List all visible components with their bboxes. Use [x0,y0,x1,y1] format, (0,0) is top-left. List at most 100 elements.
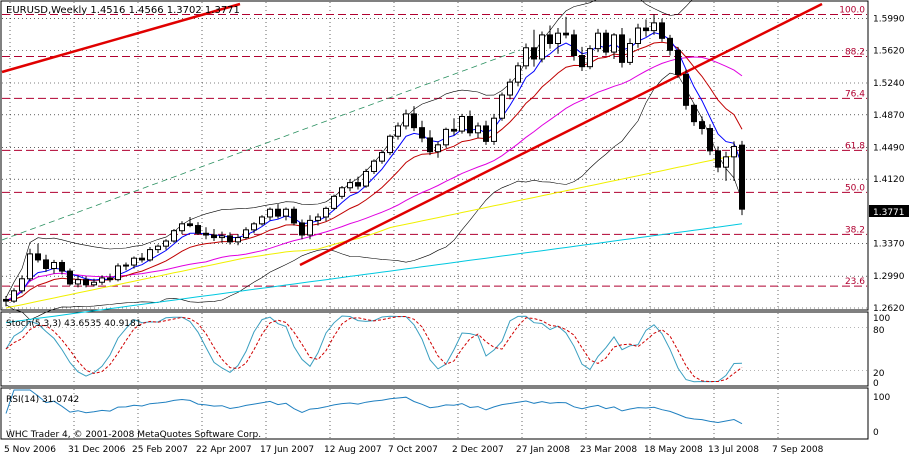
candle-body [675,49,681,75]
candle-body [723,156,729,168]
price-tick-label: 1.4870 [873,111,905,121]
candle-body [115,265,121,281]
candle-body [651,22,657,32]
candle-body [299,222,305,236]
fib-level-label: 23.6 [845,277,865,287]
candle-body [571,34,577,57]
candle-body [539,34,545,60]
time-tick-label: 18 May 2008 [644,445,703,455]
stochastic-panel [0,311,869,387]
candle-body [147,249,153,261]
candle-body [555,32,561,44]
time-tick-label: 25 Feb 2007 [132,445,188,455]
price-tick-label: 1.5240 [873,79,905,89]
time-tick-label: 27 Jan 2008 [516,445,570,455]
stochastic-lines [5,315,743,383]
fib-level-label: 76.4 [845,89,865,99]
candle-body [515,65,521,83]
candle-body [387,135,393,154]
channel-dashed-line [1,49,521,241]
candle-body [739,144,745,210]
candle-body [3,298,9,302]
candle-body [355,182,361,187]
candle-body [731,146,737,158]
price-tick-label: 1.2620 [873,304,905,314]
candle-body [323,207,329,218]
candle-body [419,127,425,139]
candle-body [179,223,185,232]
stoch-signal-line [5,315,743,383]
candle-body [91,281,97,286]
rsi-panel [0,387,869,440]
candle-body [35,253,41,261]
price-tick-label: 1.5620 [873,46,905,56]
fib-level-label: 88.2 [845,47,865,57]
candle-body [699,121,705,130]
rsi-line [5,389,743,425]
candle-body [475,125,481,134]
candle-body [435,144,441,153]
price-axis: 1.5990 1.5620 1.5240 1.4870 1.4490 1.4120 1.33… [873,15,905,314]
candle-body [139,257,145,261]
rsi-axis-100: 100 [873,393,890,403]
lower-band-line [5,72,743,321]
price-tick-label: 1.4490 [873,143,905,153]
candle-body [227,235,233,243]
time-tick-label: 13 Jul 2008 [708,445,759,455]
candle-body [379,152,385,162]
price-panel [0,0,869,311]
stoch-axis-80: 80 [873,326,885,336]
candle-body [587,48,593,68]
time-tick-label: 23 Mar 2008 [580,445,637,455]
candle-body [683,73,689,106]
last-price-label: 1.3771 [873,208,905,218]
stoch-axis-0: 0 [873,379,879,389]
candle-body [427,137,433,153]
candle-body [59,261,65,272]
candle-body [99,277,105,283]
rsi-axis-0: 0 [873,428,879,438]
candle-body [107,277,113,281]
candle-body [459,115,465,132]
candle-body [531,47,537,60]
time-tick-label: 22 Apr 2007 [196,445,252,455]
candle-body [467,115,473,134]
price-tick-label: 1.4120 [873,175,905,185]
rsi-line [5,389,743,425]
candle-body [83,279,89,286]
candle-body [235,237,241,243]
candle-body [547,34,553,44]
candle-body [267,208,273,218]
candle-body [51,261,57,269]
time-tick-label: 12 Aug 2007 [324,445,382,455]
time-axis: 5 Nov 2006 31 Dec 2006 25 Feb 2007 22 Apr 2… [4,445,824,455]
candle-body [251,223,257,231]
candle-body [203,232,209,236]
candle-body [443,128,449,146]
fib-level-label: 50.0 [845,183,865,193]
upper-trend-line [1,2,241,74]
candle-body [347,182,353,189]
fibonacci-levels: 100.0 88.2 76.4 61.8 50.0 38.2 23.6 [2,5,867,287]
stoch-axis-20: 20 [873,369,885,379]
candle-body [563,32,569,36]
rsi-label: RSI(14) 31.0742 [6,395,79,405]
candle-body [667,37,673,51]
candle-body [603,32,609,53]
candle-body [307,219,313,236]
time-tick-label: 7 Oct 2007 [388,445,438,455]
candle-body [67,270,73,285]
candle-body [643,27,649,32]
candle-body [627,42,633,63]
candle-body [11,290,17,302]
candle-body [403,113,409,127]
candle-body [707,128,713,152]
time-tick-label: 31 Dec 2006 [68,445,126,455]
stoch-label: Stoch(5,3,3) 43.6535 40.9181 [6,319,141,329]
candle-body [187,223,193,227]
candle-body [283,208,289,217]
price-tick-label: 1.3370 [873,240,905,250]
candle-body [635,27,641,44]
copyright-label: WHC Trader 4, © 2001-2008 MetaQuotes Sof… [6,430,261,440]
